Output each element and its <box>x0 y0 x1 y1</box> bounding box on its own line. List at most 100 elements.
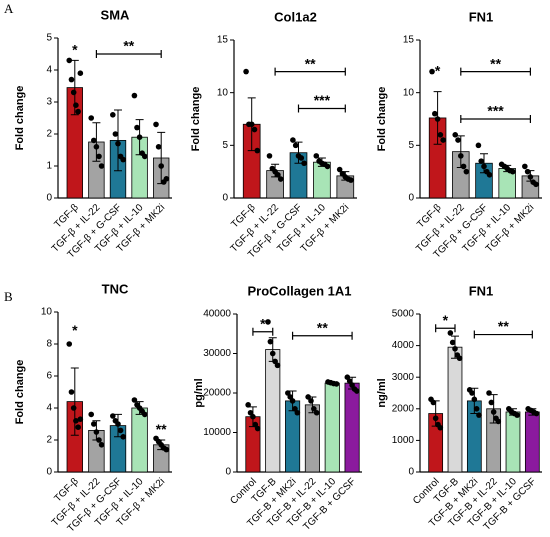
y-tick-label: 0 <box>408 467 414 478</box>
data-point <box>93 429 100 435</box>
data-point <box>245 402 251 408</box>
data-point <box>88 115 95 121</box>
data-point <box>66 341 73 347</box>
chart-title: Col1a2 <box>274 9 317 24</box>
data-point <box>68 76 75 83</box>
data-point <box>305 394 311 400</box>
data-point <box>354 388 360 394</box>
data-point <box>308 398 314 404</box>
data-point <box>254 147 261 154</box>
chart-title: SMA <box>101 7 131 22</box>
y-tick-label: 4 <box>46 403 52 414</box>
data-point <box>292 142 299 149</box>
data-point <box>68 389 75 395</box>
y-tick-label: 2000 <box>392 403 415 414</box>
y-tick-label: 2 <box>46 435 52 446</box>
y-axis-label: ng/ml <box>376 378 388 407</box>
y-tick-label: 15 <box>403 35 415 46</box>
chart-title: ProCollagen 1A1 <box>247 283 351 298</box>
data-point <box>495 418 502 425</box>
y-axis-label: Fold change <box>376 87 388 152</box>
data-point <box>266 153 273 159</box>
data-point <box>73 418 79 424</box>
data-point <box>77 416 84 423</box>
data-point <box>290 137 296 143</box>
data-point <box>269 350 276 357</box>
significance-label: * <box>72 42 78 58</box>
data-point <box>120 434 126 440</box>
error-bar <box>114 109 122 172</box>
y-tick-label: 3000 <box>392 372 415 383</box>
data-point <box>486 390 492 396</box>
data-point <box>248 121 255 128</box>
y-tick-label: 1 <box>46 161 52 172</box>
data-point <box>478 158 485 164</box>
data-point <box>437 424 444 431</box>
y-axis-label: Fold change <box>14 360 26 425</box>
error-bar <box>70 367 79 436</box>
data-point <box>301 160 307 167</box>
y-tick-label: 0 <box>46 467 52 478</box>
y-tick-label: 5 <box>408 140 414 151</box>
data-point <box>452 132 459 138</box>
bar <box>344 382 360 473</box>
data-point <box>533 181 539 188</box>
y-tick-label: 0 <box>408 193 414 204</box>
data-point <box>313 409 320 416</box>
data-point <box>475 142 482 149</box>
y-tick-label: 20000 <box>203 388 231 399</box>
significance-bracket <box>297 104 346 113</box>
y-tick-label: 5000 <box>392 309 415 320</box>
y-tick-label: 40000 <box>203 309 231 320</box>
data-point <box>324 163 331 170</box>
data-point <box>112 131 119 137</box>
data-point <box>265 319 271 325</box>
data-point <box>275 172 281 178</box>
data-point <box>434 116 441 122</box>
data-point <box>88 411 95 418</box>
data-point <box>70 89 77 96</box>
data-point <box>277 176 284 182</box>
significance-label: * <box>72 322 78 338</box>
data-point <box>110 413 116 419</box>
y-tick-label: 1000 <box>392 435 415 446</box>
y-tick-label: 4000 <box>392 340 415 351</box>
chart-title: TNC <box>102 281 129 296</box>
y-tick-label: 6 <box>46 371 52 382</box>
panel-label: A <box>4 1 14 16</box>
y-tick-label: 3 <box>46 97 52 108</box>
data-point <box>432 110 438 117</box>
data-point <box>96 153 102 160</box>
data-point <box>75 424 81 431</box>
data-point <box>429 68 435 75</box>
data-point <box>333 381 340 387</box>
y-tick-label: 10 <box>41 307 53 318</box>
y-tick-label: 5 <box>222 140 228 151</box>
data-point <box>486 172 493 178</box>
y-tick-label: 10 <box>217 87 229 98</box>
panel-label: B <box>4 289 13 304</box>
data-point <box>98 442 105 448</box>
data-point <box>110 112 116 118</box>
significance-label: ** <box>123 38 134 54</box>
significance-label: ** <box>156 421 167 437</box>
data-point <box>117 427 124 434</box>
data-point <box>430 399 437 406</box>
data-point <box>153 121 159 128</box>
data-point <box>73 102 79 108</box>
y-tick-label: 0 <box>46 193 52 204</box>
data-point <box>463 168 470 175</box>
y-tick-label: 10 <box>403 87 415 98</box>
data-point <box>440 137 446 143</box>
data-point <box>469 390 475 396</box>
data-point <box>66 57 73 64</box>
bar <box>505 411 521 473</box>
error-bar <box>294 141 303 164</box>
bar <box>524 411 540 473</box>
data-point <box>533 410 540 417</box>
data-point <box>163 176 170 182</box>
y-tick-label: 15 <box>217 35 229 46</box>
significance-label: ** <box>305 55 316 71</box>
significance-label: * <box>435 62 441 78</box>
